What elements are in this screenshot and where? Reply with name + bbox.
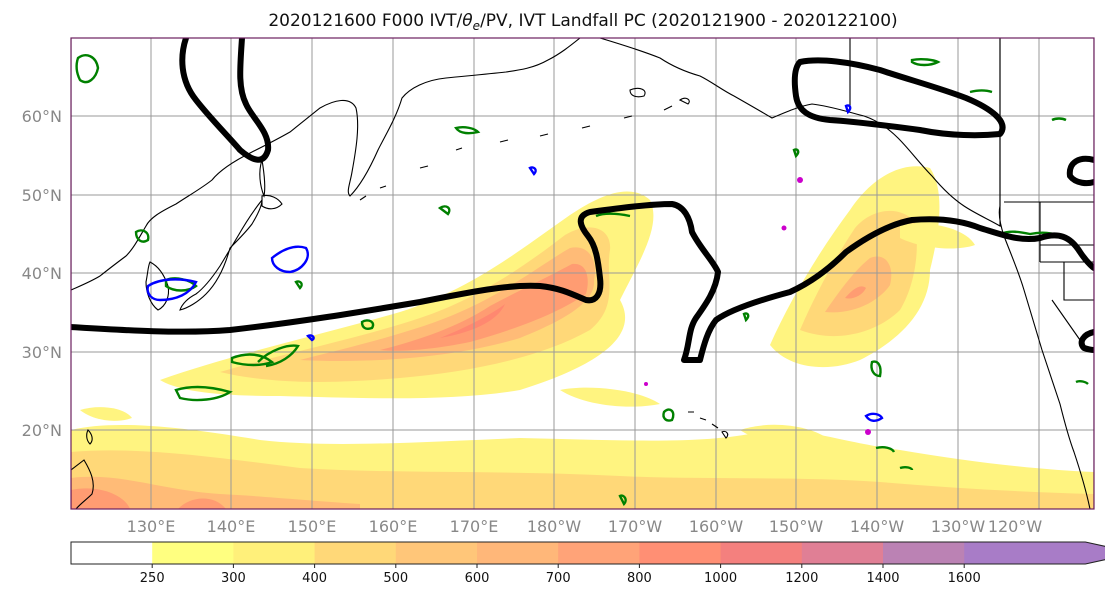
- colorbar-label: 600: [465, 571, 490, 586]
- coastline-japan: [179, 198, 263, 311]
- colorbar-label: 500: [383, 571, 408, 586]
- graticule: [71, 38, 1094, 509]
- colorbar-label: 1200: [785, 571, 818, 586]
- coastline-hawaii: [688, 411, 729, 439]
- map-frame: [70, 37, 1095, 510]
- pv-contour-mexico: [1078, 329, 1094, 353]
- theta-e-negative-contours: [146, 104, 884, 422]
- lat-label-30n: 30°N: [22, 343, 62, 362]
- colorbar-label: 250: [140, 571, 165, 586]
- lon-label: 160°E: [369, 517, 418, 536]
- map-panel: [70, 37, 1095, 510]
- colorbar-label: 1400: [866, 571, 899, 586]
- coastline-hokkaido: [261, 194, 283, 210]
- colorbar-label: 300: [221, 571, 246, 586]
- lat-label-20n: 20°N: [22, 421, 62, 440]
- colorbar-segment: [233, 542, 316, 564]
- lon-label: 150°E: [288, 517, 337, 536]
- lon-label: 130°W: [931, 517, 986, 536]
- coastline-taiwan: [86, 429, 93, 445]
- coastline-sakhalin: [259, 159, 266, 198]
- lon-label: 150°W: [769, 517, 824, 536]
- lat-label-50n: 50°N: [22, 186, 62, 205]
- lon-label: 160°W: [689, 517, 744, 536]
- coastline-bering-islands: [629, 87, 690, 105]
- colorbar-segment: [883, 542, 965, 564]
- coastline-alaska: [599, 38, 1001, 227]
- coastline-aleutians: [359, 105, 673, 201]
- pv-contour-alaska: [791, 57, 1006, 139]
- ivt-colorbar: 250 300 400 500 600 700 800 1000 1200 1400 1600: [70, 541, 1105, 586]
- colorbar-segment: [395, 542, 478, 564]
- lon-label: 140°W: [850, 517, 905, 536]
- lon-label: 170°E: [450, 517, 499, 536]
- colorbar-label: 400: [302, 571, 327, 586]
- magenta-markers: [644, 177, 871, 435]
- figure-title: 2020121600 F000 IVT/θe/PV, IVT Landfall …: [268, 11, 897, 33]
- coastline-korea: [145, 261, 170, 311]
- colorbar-outline: [70, 541, 1105, 565]
- lon-label: 140°E: [207, 517, 256, 536]
- lon-label: 170°W: [608, 517, 663, 536]
- colorbar-segment: [558, 542, 640, 564]
- colorbar-segment: [314, 542, 397, 564]
- lat-label-60n: 60°N: [22, 107, 62, 126]
- colorbar-segment: [152, 542, 234, 564]
- colorbar-segment: [1045, 542, 1105, 564]
- pv-contour-cutoff-north: [179, 38, 272, 163]
- colorbar-label: 800: [627, 571, 652, 586]
- lon-label: 180°W: [527, 517, 582, 536]
- colorbar-label: 1600: [948, 571, 981, 586]
- colorbar-segment: [639, 542, 722, 564]
- colorbar-segment: [720, 542, 803, 564]
- lat-label-40n: 40°N: [22, 264, 62, 283]
- pv-contours: [71, 38, 1094, 363]
- longitude-labels: 130°E 140°E 150°E 160°E 170°E 180°W 170°…: [127, 517, 1043, 536]
- state-lines: [1039, 202, 1094, 341]
- pv-contour-main: [71, 201, 1094, 363]
- pv-contour-canada: [1066, 155, 1094, 187]
- colorbar-segment: [964, 542, 1046, 564]
- colorbar-segment: [801, 542, 884, 564]
- colorbar-segment: [477, 542, 559, 564]
- lon-label: 130°E: [127, 517, 176, 536]
- colorbar-label: 700: [546, 571, 571, 586]
- latitude-labels: 60°N 50°N 40°N 30°N 20°N: [22, 107, 62, 440]
- colorbar-label: 1000: [704, 571, 737, 586]
- lon-label: 120°W: [988, 517, 1043, 536]
- colorbar-segment: [71, 542, 153, 564]
